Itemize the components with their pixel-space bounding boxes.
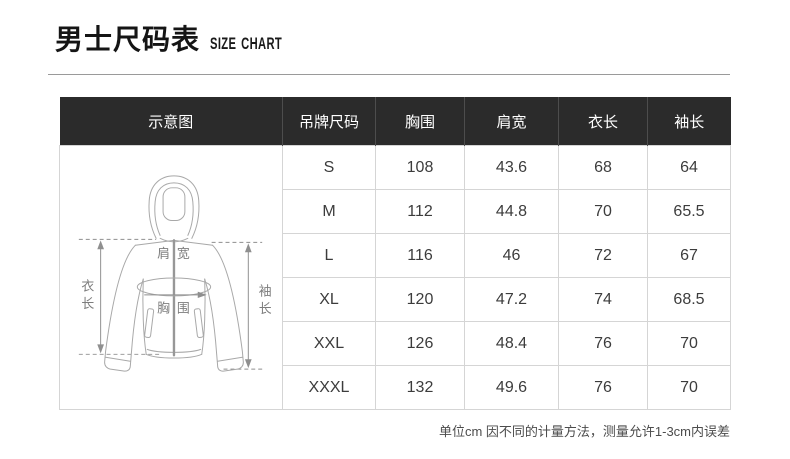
column-header-chest: 胸围 [375, 97, 465, 146]
length-arrow-down-icon [96, 343, 104, 353]
cell-chest: 112 [375, 189, 465, 234]
chest-arrow-right-icon [197, 291, 207, 298]
page-header: 男士尺码表 SIZE CHART [55, 26, 313, 54]
table-row: L 116 46 72 67 [60, 233, 731, 278]
cell-chest: 126 [375, 321, 465, 366]
jacket-measurement-diagram: 衣长 袖长 [59, 145, 283, 410]
sleeve-label: 袖长 [256, 283, 271, 319]
cell-size: XL [282, 277, 376, 322]
cell-size: XXXL [282, 365, 376, 410]
cell-sleeve: 68.5 [647, 277, 731, 322]
column-header-tag-size: 吊牌尺码 [282, 97, 376, 146]
column-header-sleeve: 袖长 [647, 97, 731, 146]
right-pocket [193, 307, 204, 338]
right-sleeve [203, 244, 244, 372]
column-header-shoulder: 肩宽 [464, 97, 559, 146]
left-pocket [143, 307, 154, 338]
cell-chest: 132 [375, 365, 465, 410]
cell-length: 72 [558, 233, 648, 278]
hood-inner-edge [153, 181, 194, 236]
cell-size: XXL [282, 321, 376, 366]
cell-sleeve: 64 [647, 145, 731, 190]
left-sleeve [103, 244, 144, 372]
measurement-disclaimer: 单位cm 因不同的计量方法，测量允许1-3cm内误差 [438, 424, 730, 439]
chest-girth-ellipse [136, 277, 211, 296]
cell-shoulder: 48.4 [464, 321, 559, 366]
column-header-length: 衣长 [558, 97, 648, 146]
chest-label: 胸围 [157, 300, 197, 315]
size-table-header-row: 示意图 吊牌尺码 胸围 肩宽 衣长 袖长 [59, 97, 731, 146]
cell-size: S [282, 145, 376, 190]
cell-sleeve: 70 [647, 321, 731, 366]
cell-length: 76 [558, 365, 648, 410]
cell-shoulder: 44.8 [464, 189, 559, 234]
cell-length: 70 [558, 189, 648, 234]
length-label: 衣长 [79, 278, 94, 314]
cell-sleeve: 65.5 [647, 189, 731, 234]
cell-sleeve: 67 [647, 233, 731, 278]
cell-size: M [282, 189, 376, 234]
cell-length: 68 [558, 145, 648, 190]
cell-chest: 120 [375, 277, 465, 322]
cell-chest: 108 [375, 145, 465, 190]
cell-length: 74 [558, 277, 648, 322]
table-row: M 112 44.8 70 65.5 [60, 189, 731, 234]
size-table: 示意图 吊牌尺码 胸围 肩宽 衣长 袖长 衣长 [59, 97, 731, 410]
right-body-side [200, 277, 206, 355]
table-row: 衣长 袖长 [59, 145, 731, 410]
hood-outline [147, 174, 199, 239]
sleeve-arrow-up-icon [244, 242, 252, 252]
cell-shoulder: 43.6 [464, 145, 559, 190]
table-row: XL 120 47.2 74 68.5 [60, 277, 731, 322]
right-cuff-line [216, 356, 243, 362]
page-title: 男士尺码表 [55, 24, 201, 55]
cell-shoulder: 47.2 [464, 277, 559, 322]
hem-line [145, 353, 202, 359]
hood-opening [162, 186, 185, 221]
table-row: XXL 126 48.4 76 70 [60, 321, 731, 366]
sleeve-arrow-down-icon [244, 358, 252, 368]
column-header-schematic: 示意图 [59, 97, 283, 146]
page-subtitle: SIZE CHART [210, 35, 283, 53]
jacket-diagram-svg: 衣长 袖长 [78, 174, 271, 372]
title-divider [48, 74, 730, 75]
cell-length: 76 [558, 321, 648, 366]
cell-size: L [282, 233, 376, 278]
shoulder-label: 肩宽 [157, 246, 197, 261]
cell-shoulder: 46 [464, 233, 559, 278]
cell-shoulder: 49.6 [464, 365, 559, 410]
length-arrow-up-icon [96, 239, 104, 249]
cell-sleeve: 70 [647, 365, 731, 410]
left-body-side [141, 277, 147, 355]
cell-chest: 116 [375, 233, 465, 278]
table-row: XXXL 132 49.6 76 70 [60, 365, 731, 410]
left-cuff-line [104, 356, 131, 362]
